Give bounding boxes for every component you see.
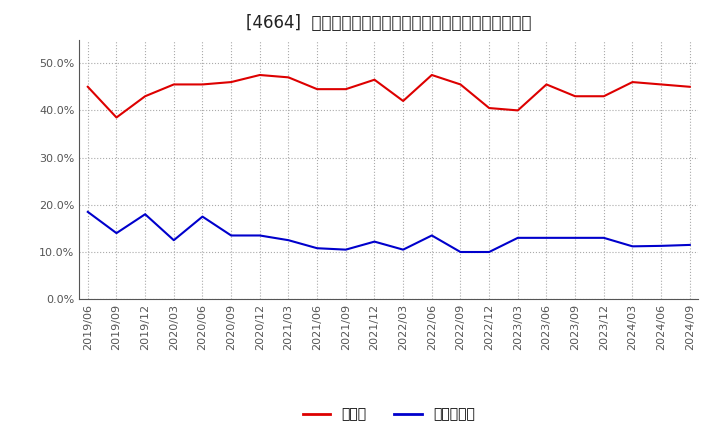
Legend: 現預金, 有利子負債: 現預金, 有利子負債 [297,402,481,427]
Title: [4664]  現預金、有利子負債の総資産に対する比率の推移: [4664] 現預金、有利子負債の総資産に対する比率の推移 [246,15,531,33]
